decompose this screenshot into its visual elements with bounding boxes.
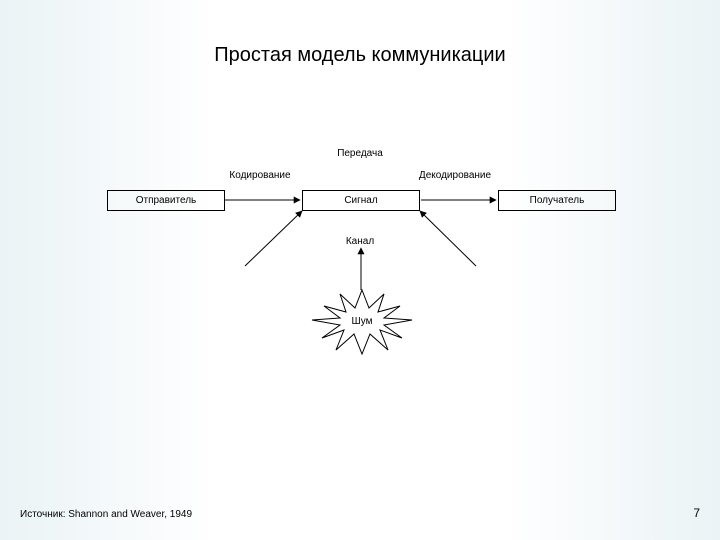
label-encoding: Кодирование (210, 170, 310, 181)
arrow-up-right (420, 211, 476, 266)
label-channel: Канал (330, 236, 390, 247)
label-transmission: Передача (320, 148, 400, 159)
page-number: 7 (693, 506, 700, 520)
box-signal: Сигнал (302, 190, 420, 211)
box-receiver: Получатель (498, 190, 616, 211)
slide: Простая модель коммуникации Передача Код… (0, 0, 720, 540)
arrow-up-left (245, 211, 302, 266)
starburst-noise: Шум (312, 290, 412, 354)
footer-source: Источник: Shannon and Weaver, 1949 (20, 509, 192, 520)
label-decoding: Декодирование (405, 170, 505, 181)
noise-label: Шум (352, 316, 373, 327)
box-sender: Отправитель (107, 190, 225, 211)
slide-title: Простая модель коммуникации (0, 44, 720, 67)
diagram-connectors: Шум (0, 0, 720, 540)
